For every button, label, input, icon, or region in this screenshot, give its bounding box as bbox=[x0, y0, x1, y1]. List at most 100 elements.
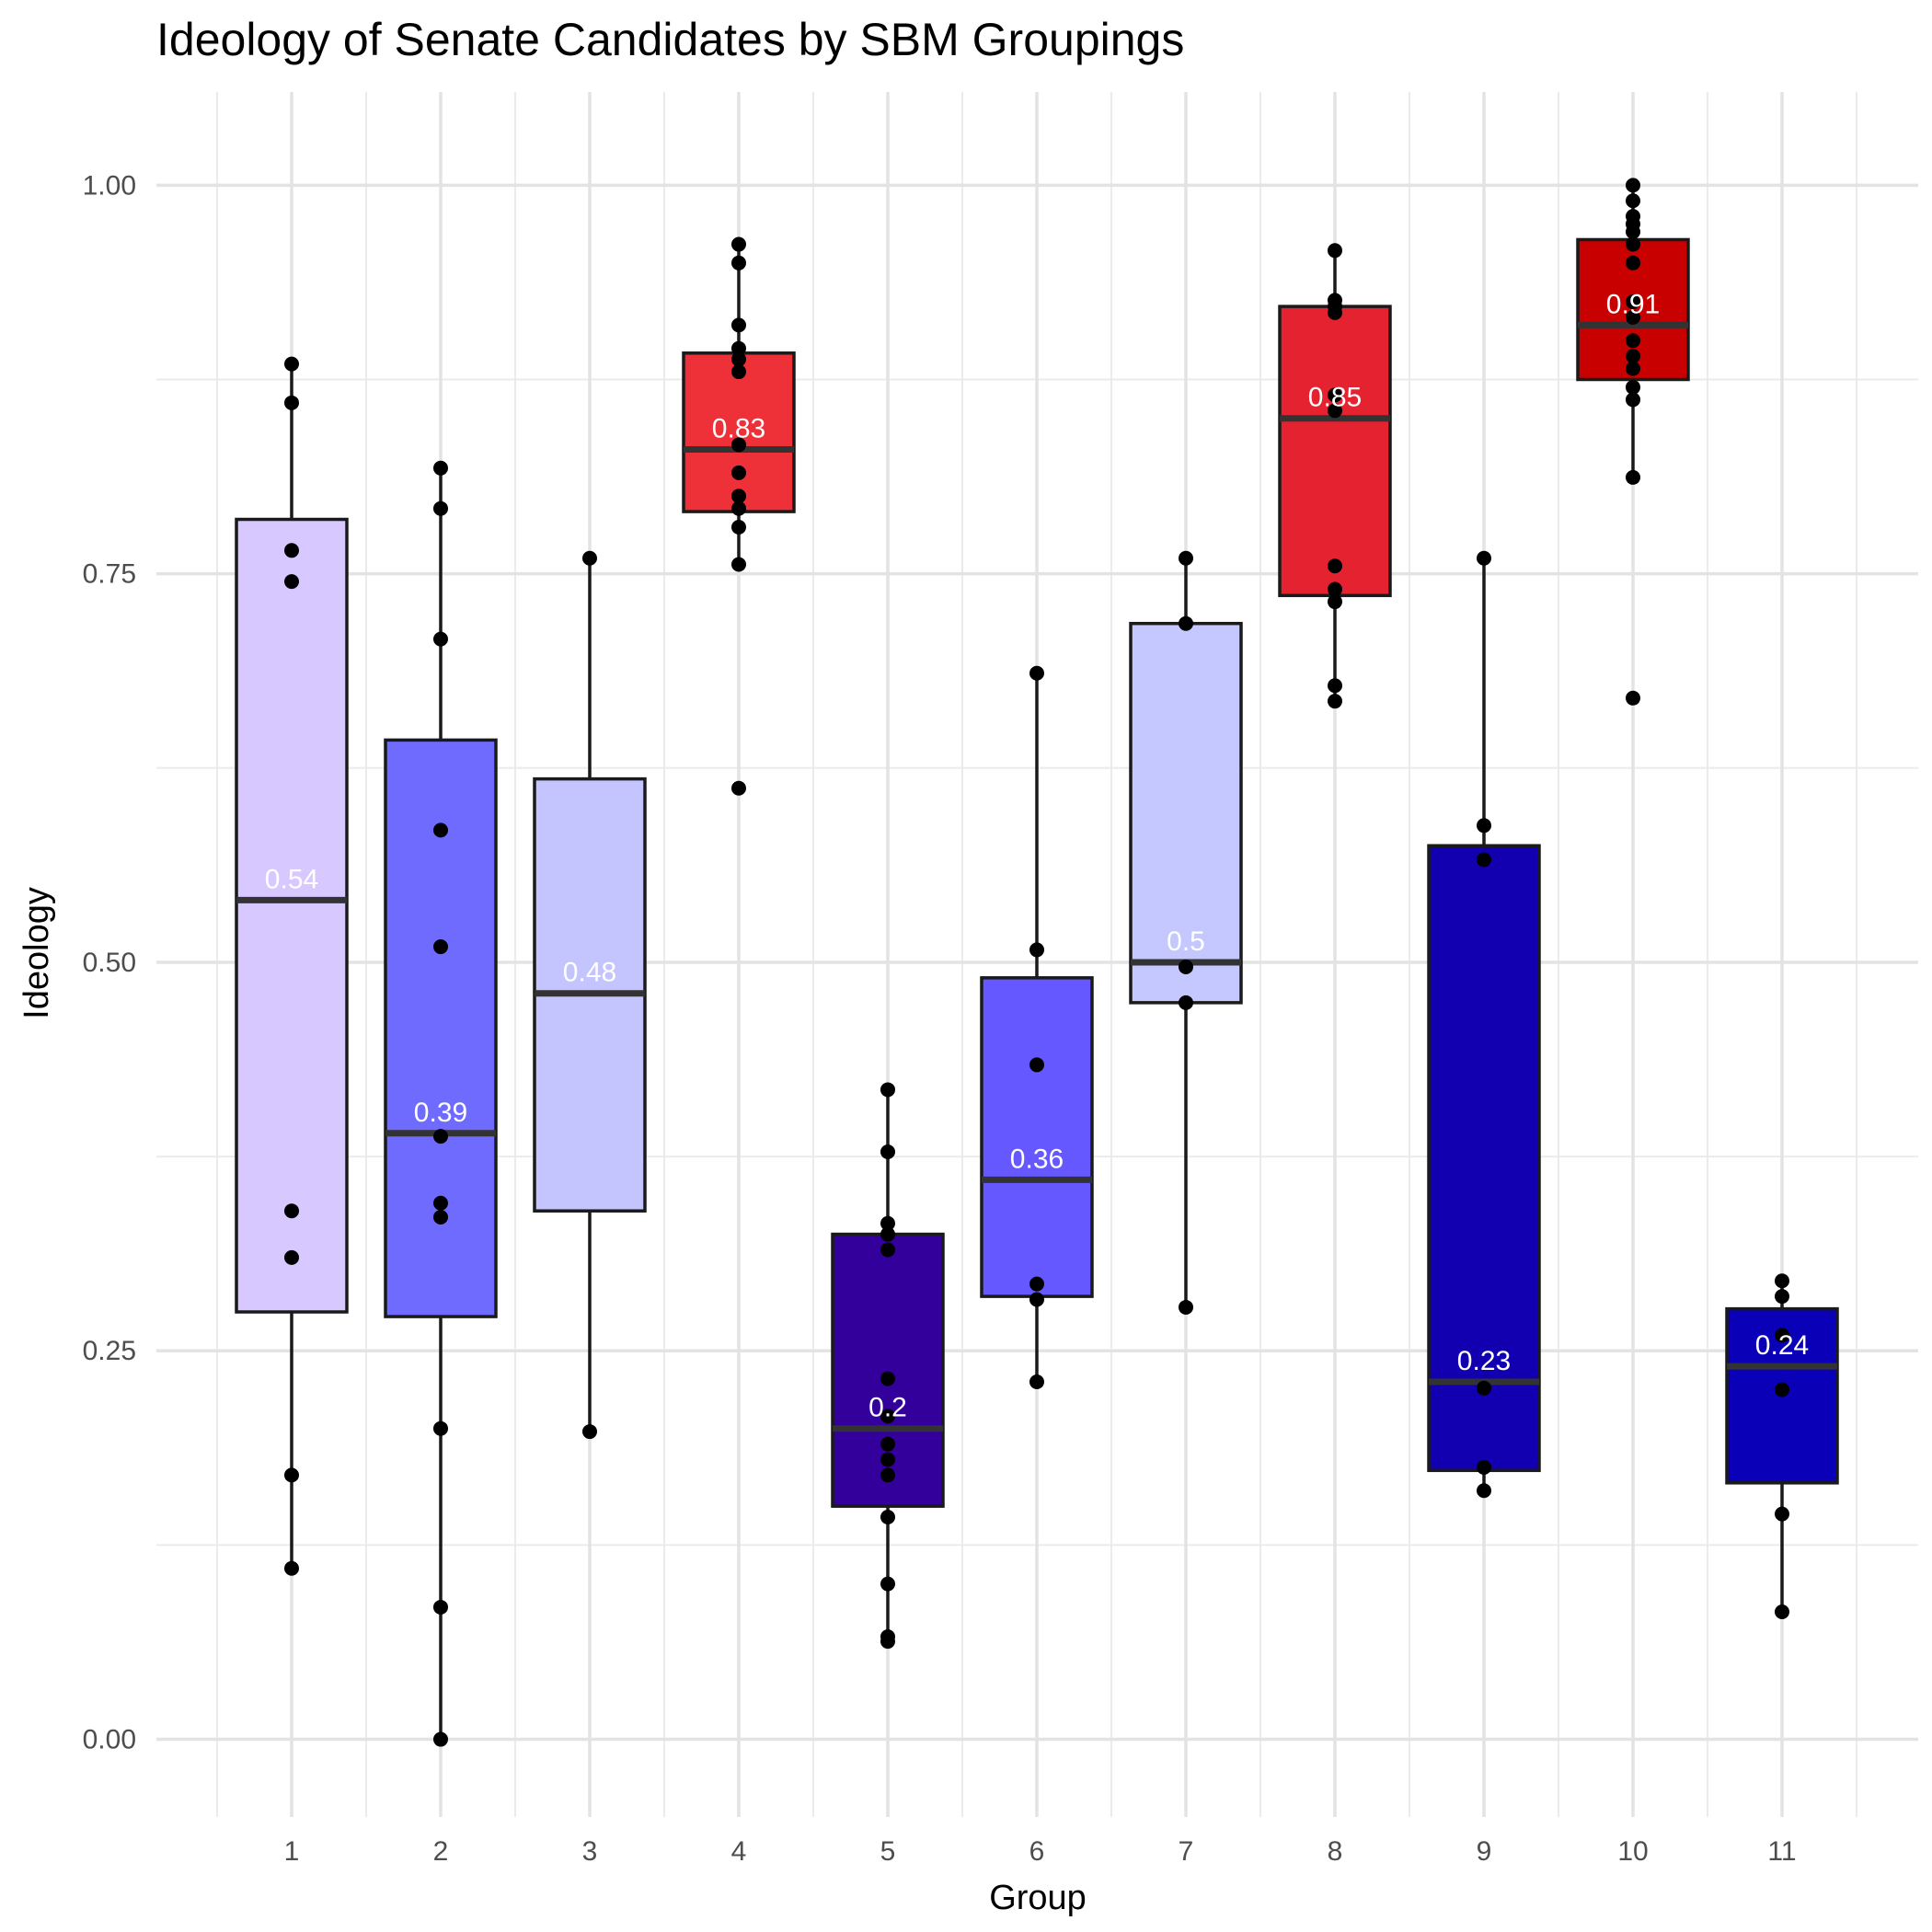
data-point bbox=[1179, 1299, 1193, 1315]
data-point bbox=[731, 351, 746, 367]
data-point bbox=[731, 364, 746, 380]
data-point bbox=[433, 1129, 448, 1144]
data-point bbox=[880, 1409, 895, 1424]
data-point bbox=[731, 340, 746, 356]
box-group-6 bbox=[980, 976, 1094, 1298]
data-point bbox=[433, 1731, 448, 1747]
data-point bbox=[284, 1560, 299, 1576]
data-point bbox=[1328, 678, 1342, 694]
median-label: 0.2 bbox=[868, 1393, 907, 1423]
median-label: 0.48 bbox=[563, 958, 616, 988]
data-point bbox=[1775, 1506, 1789, 1522]
data-point bbox=[880, 1509, 895, 1524]
data-point bbox=[1029, 942, 1044, 958]
data-point bbox=[731, 317, 746, 333]
data-point bbox=[731, 500, 746, 516]
chart-title: Ideology of Senate Candidates by SBM Gro… bbox=[156, 14, 1185, 65]
data-point bbox=[1179, 615, 1193, 631]
median-label: 0.5 bbox=[1167, 926, 1205, 957]
data-point bbox=[880, 1452, 895, 1467]
median-label: 0.91 bbox=[1606, 289, 1660, 319]
data-point bbox=[1626, 309, 1640, 325]
data-point bbox=[731, 557, 746, 572]
data-point bbox=[880, 1634, 895, 1650]
data-point bbox=[1626, 361, 1640, 376]
data-point bbox=[880, 1144, 895, 1160]
data-point bbox=[1626, 469, 1640, 485]
y-tick-label: 0.50 bbox=[83, 948, 136, 978]
x-tick-label: 7 bbox=[1179, 1836, 1194, 1867]
data-point bbox=[433, 939, 448, 955]
data-point bbox=[1775, 1289, 1789, 1305]
data-point bbox=[284, 356, 299, 372]
x-tick-label: 5 bbox=[880, 1836, 896, 1867]
median-labels: 0.54 0.39 0.48 0.83 0.2 0.36 0.5 0.85 0.23 0.91 0.… bbox=[265, 289, 1809, 1422]
data-point bbox=[880, 1242, 895, 1258]
data-point bbox=[284, 1249, 299, 1265]
median-label: 0.39 bbox=[414, 1098, 467, 1128]
data-point bbox=[1029, 1292, 1044, 1307]
data-point bbox=[1328, 305, 1342, 320]
y-tick-label: 0.00 bbox=[83, 1725, 136, 1755]
data-point bbox=[1328, 594, 1342, 610]
data-point bbox=[731, 437, 746, 453]
data-point bbox=[1328, 243, 1342, 259]
median-label: 0.36 bbox=[1010, 1144, 1064, 1174]
data-point bbox=[1477, 852, 1491, 868]
median-label: 0.23 bbox=[1457, 1346, 1511, 1376]
data-point bbox=[582, 550, 597, 566]
data-point bbox=[731, 255, 746, 270]
x-tick-label: 9 bbox=[1477, 1836, 1492, 1867]
data-point bbox=[880, 1576, 895, 1592]
x-tick-label: 2 bbox=[433, 1836, 449, 1867]
data-point bbox=[284, 1467, 299, 1483]
data-point bbox=[1477, 550, 1491, 566]
data-point bbox=[433, 1209, 448, 1225]
data-point bbox=[1775, 1328, 1789, 1343]
data-point bbox=[1775, 1273, 1789, 1289]
data-point bbox=[1328, 581, 1342, 597]
x-tick-label: 11 bbox=[1767, 1836, 1796, 1867]
data-point bbox=[1775, 1604, 1789, 1620]
data-point bbox=[731, 465, 746, 480]
box-group-4 bbox=[682, 351, 796, 513]
box-group-8 bbox=[1278, 305, 1392, 598]
median-label: 0.83 bbox=[712, 414, 765, 444]
data-point bbox=[1626, 255, 1640, 270]
data-point bbox=[433, 1195, 448, 1211]
data-point bbox=[1029, 665, 1044, 681]
data-point bbox=[1477, 818, 1491, 834]
data-point bbox=[284, 395, 299, 410]
data-point bbox=[582, 1424, 597, 1440]
box-group-1 bbox=[235, 517, 349, 1314]
data-point bbox=[880, 1436, 895, 1452]
data-point bbox=[433, 500, 448, 516]
data-point bbox=[1179, 995, 1193, 1010]
y-tick-label: 0.75 bbox=[83, 559, 136, 590]
median-label: 0.54 bbox=[265, 864, 318, 894]
data-point bbox=[1626, 690, 1640, 706]
data-point bbox=[1775, 1382, 1789, 1397]
data-point bbox=[1477, 1483, 1491, 1499]
x-axis-title: Group bbox=[989, 1879, 1087, 1917]
data-point bbox=[1626, 333, 1640, 349]
data-point bbox=[284, 543, 299, 558]
data-point bbox=[1626, 294, 1640, 310]
y-tick-label: 0.25 bbox=[83, 1336, 136, 1366]
data-point bbox=[731, 236, 746, 252]
data-point bbox=[1626, 349, 1640, 364]
data-point bbox=[1328, 694, 1342, 709]
x-tick-label: 8 bbox=[1328, 1836, 1343, 1867]
data-point bbox=[1029, 1057, 1044, 1073]
data-point bbox=[1626, 193, 1640, 209]
data-point bbox=[1179, 550, 1193, 566]
data-point bbox=[731, 489, 746, 504]
x-tick-label: 4 bbox=[731, 1836, 747, 1867]
x-tick-label: 1 bbox=[284, 1836, 300, 1867]
data-points bbox=[284, 178, 1789, 1747]
x-tick-label: 3 bbox=[582, 1836, 598, 1867]
x-tick-label: 10 bbox=[1617, 1836, 1648, 1867]
data-point bbox=[880, 1226, 895, 1242]
data-point bbox=[731, 780, 746, 796]
